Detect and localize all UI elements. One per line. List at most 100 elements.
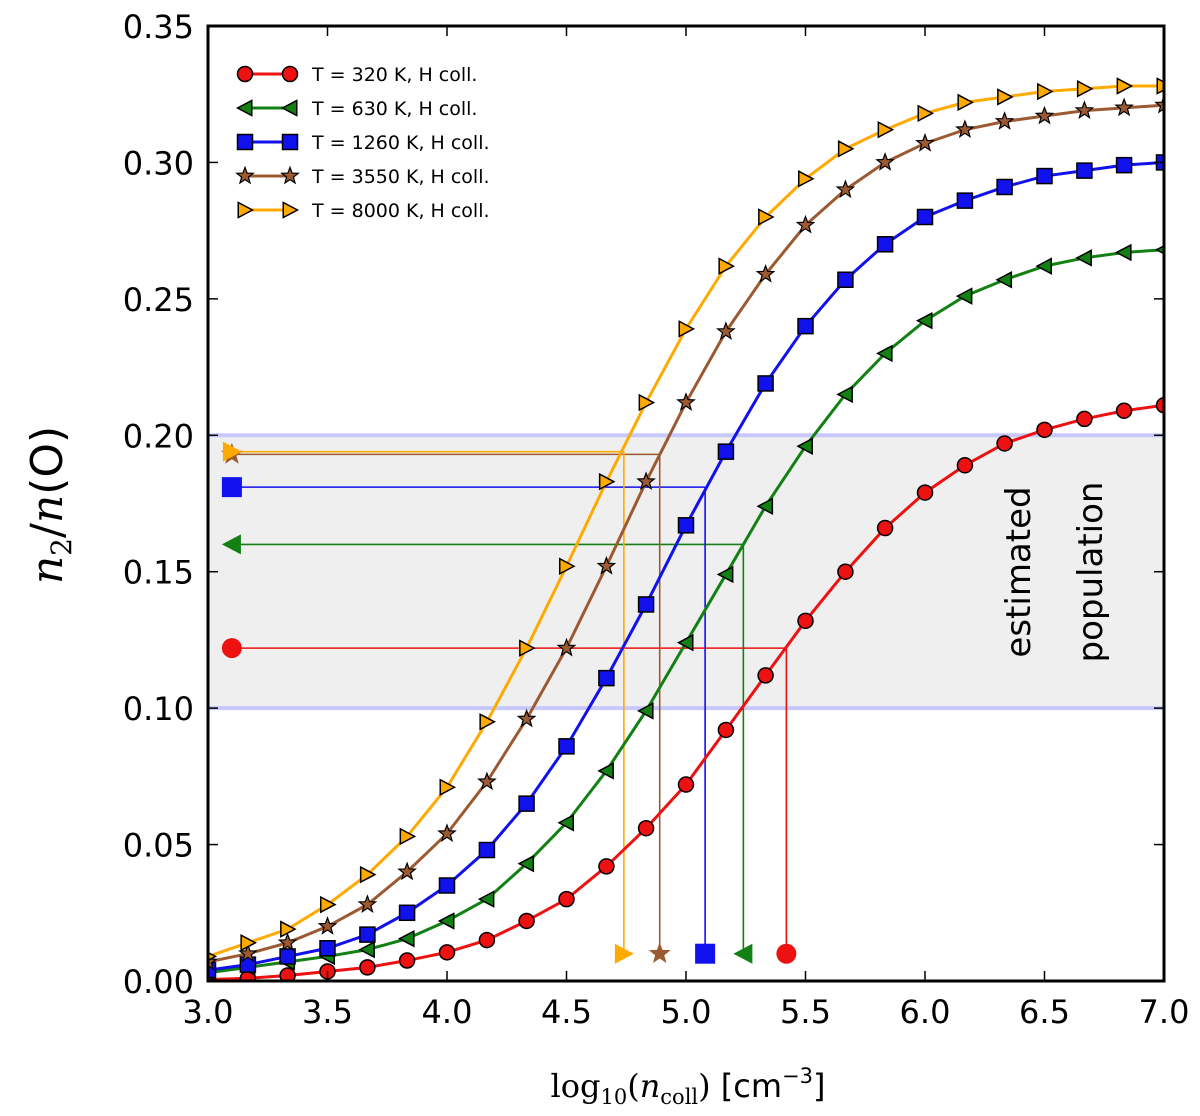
series-1-point-15 bbox=[796, 437, 813, 455]
series-2-point-11 bbox=[637, 596, 655, 613]
series-1-point-20 bbox=[995, 271, 1013, 289]
series-1-point-14 bbox=[756, 497, 774, 515]
x-crossing-marker-4 bbox=[614, 943, 634, 964]
series-0-point-5 bbox=[398, 952, 416, 969]
series-4-point-11 bbox=[638, 393, 656, 412]
legend-marker-left-3 bbox=[235, 165, 255, 185]
series-3-point-24 bbox=[1154, 94, 1164, 114]
x-crossing-marker-2 bbox=[695, 943, 716, 964]
series-2-point-10 bbox=[598, 669, 615, 687]
series-2-point-23 bbox=[1115, 156, 1133, 174]
series-0-point-23 bbox=[1115, 402, 1133, 419]
series-3-point-16 bbox=[835, 179, 856, 199]
series-2-point-3 bbox=[319, 940, 336, 957]
legend-marker-right-3 bbox=[280, 165, 300, 185]
series-1-point-19 bbox=[955, 287, 973, 305]
series-0-point-2 bbox=[279, 967, 296, 981]
series-0-point-16 bbox=[837, 563, 854, 580]
series-2-point-20 bbox=[996, 178, 1013, 196]
series-3-point-19 bbox=[955, 119, 975, 139]
series-1-point-23 bbox=[1114, 243, 1132, 262]
series-4-point-5 bbox=[399, 827, 417, 846]
y-tick-label-0: 0.00 bbox=[123, 963, 194, 1001]
y-label-n-total: n bbox=[22, 495, 73, 523]
series-4-point-12 bbox=[678, 320, 696, 338]
x-label-log: log bbox=[550, 1067, 600, 1105]
series-2-point-6 bbox=[438, 877, 456, 894]
series-3-point-21 bbox=[1034, 105, 1055, 125]
band-label-line1: estimated bbox=[999, 486, 1039, 657]
series-2-point-9 bbox=[558, 738, 575, 755]
series-0-point-18 bbox=[916, 484, 934, 501]
y-tick-label-1: 0.05 bbox=[123, 827, 194, 865]
series-3-point-7 bbox=[477, 771, 497, 791]
series-2-point-8 bbox=[518, 795, 535, 812]
series-0-point-10 bbox=[598, 858, 615, 875]
series-2-point-18 bbox=[916, 208, 934, 226]
series-3-point-9 bbox=[556, 637, 577, 657]
series-3-point-22 bbox=[1074, 100, 1095, 119]
series-1-point-13 bbox=[716, 565, 734, 584]
y-label-slash: / bbox=[22, 523, 73, 538]
series-1-point-21 bbox=[1035, 257, 1052, 275]
band-fill bbox=[208, 435, 1164, 709]
series-2-point-14 bbox=[757, 375, 774, 392]
series-0-point-4 bbox=[359, 959, 376, 976]
legend-label-3: T = 3550 K, H coll. bbox=[311, 166, 490, 188]
series-2-point-21 bbox=[1036, 167, 1053, 185]
legend-marker-right-0 bbox=[281, 65, 299, 83]
legend-marker-left-4 bbox=[237, 201, 255, 219]
series-3-point-13 bbox=[716, 321, 736, 340]
series-0-point-14 bbox=[757, 667, 774, 684]
legend-marker-right-4 bbox=[282, 201, 300, 219]
y-tick-label-2: 0.10 bbox=[123, 690, 194, 728]
y-tick-label-6: 0.30 bbox=[123, 144, 194, 182]
series-4-point-24 bbox=[1156, 77, 1164, 95]
series-4-point-7 bbox=[479, 713, 497, 731]
series-4-point-4 bbox=[359, 865, 377, 884]
y-tick-label-4: 0.20 bbox=[123, 417, 194, 455]
x-tick-label-3: 4.5 bbox=[541, 993, 592, 1031]
series-3-point-17 bbox=[875, 152, 895, 171]
series-2-point-19 bbox=[956, 192, 974, 209]
y-label-species: (O) bbox=[22, 426, 73, 495]
crossing-guide-lines bbox=[231, 450, 788, 954]
series-0-point-12 bbox=[677, 776, 695, 793]
series-0-point-6 bbox=[438, 944, 456, 961]
legend-label-2: T = 1260 K, H coll. bbox=[311, 132, 490, 154]
legend-label-4: T = 8000 K, H coll. bbox=[311, 200, 490, 222]
series-2-point-22 bbox=[1076, 162, 1093, 179]
y-tick-label-7: 0.35 bbox=[123, 8, 194, 46]
series-4-point-22 bbox=[1076, 80, 1094, 98]
legend-marker-left-1 bbox=[235, 99, 253, 117]
x-tick-label-8: 7.0 bbox=[1139, 993, 1190, 1031]
series-4-point-15 bbox=[798, 170, 815, 188]
series-2-point-17 bbox=[876, 236, 894, 253]
series-1-point-10 bbox=[597, 762, 614, 780]
series-3-point-3 bbox=[317, 916, 338, 935]
series-2-point-0 bbox=[208, 961, 217, 979]
x-label-open-paren: ( bbox=[627, 1067, 639, 1105]
series-3-point-20 bbox=[994, 111, 1015, 130]
series-4-point-1 bbox=[240, 934, 258, 952]
x-tick-label-7: 6.5 bbox=[1019, 993, 1070, 1031]
y-crossing-marker-4 bbox=[222, 441, 242, 462]
series-3-point-1 bbox=[238, 943, 258, 963]
series-4-point-21 bbox=[1037, 82, 1054, 101]
series-2-point-13 bbox=[717, 443, 735, 460]
x-axis-label: log10(ncoll) [cm−3] bbox=[550, 1064, 825, 1109]
series-2-point-12 bbox=[677, 517, 695, 534]
series-0-point-24 bbox=[1155, 397, 1164, 414]
series-3-point-6 bbox=[437, 823, 457, 843]
y-tick-label-3: 0.15 bbox=[123, 554, 194, 592]
series-4-point-23 bbox=[1116, 77, 1134, 95]
series-markers bbox=[208, 77, 1164, 981]
x-tick-label-6: 6.0 bbox=[900, 993, 951, 1031]
series-4-point-20 bbox=[997, 88, 1014, 106]
y-label-n: n bbox=[22, 556, 73, 584]
series-1-point-17 bbox=[875, 344, 893, 363]
series-1-point-8 bbox=[517, 854, 535, 873]
series-1-point-5 bbox=[397, 929, 415, 948]
y-crossing-marker-0 bbox=[221, 638, 242, 659]
series-1-point-22 bbox=[1075, 249, 1092, 267]
